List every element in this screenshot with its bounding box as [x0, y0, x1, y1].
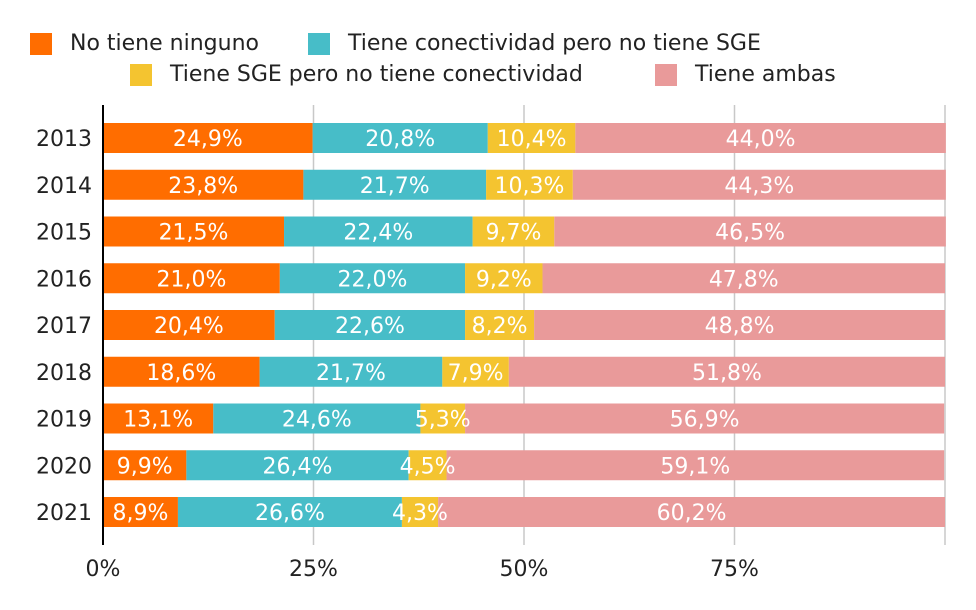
bar-segment	[401, 497, 439, 527]
bar-segment	[259, 356, 443, 387]
legend-swatch	[308, 32, 330, 55]
y-tick-label: 2015	[36, 221, 92, 246]
bar-segment	[103, 450, 187, 481]
bar-segment	[420, 403, 466, 434]
bar-segment	[213, 403, 421, 434]
legend-swatch	[655, 63, 677, 86]
data-label: 44,0%	[726, 127, 796, 152]
bar-segment	[465, 403, 945, 434]
bar-segment	[103, 356, 260, 387]
data-label: 21,7%	[316, 361, 386, 386]
data-label: 20,8%	[365, 127, 435, 152]
y-tick-label: 2020	[36, 454, 92, 479]
legend-item-conectividad-sin-sge: Tiene conectividad pero no tiene SGE	[308, 31, 761, 56]
x-tick-label: 50%	[500, 557, 549, 582]
data-label: 13,1%	[123, 408, 193, 433]
bar-segment	[472, 216, 555, 247]
bar-segment	[534, 310, 945, 340]
y-tick-label: 2016	[36, 267, 92, 292]
data-label: 9,7%	[486, 221, 542, 246]
y-tick-label: 2014	[36, 174, 92, 199]
legend-swatch	[130, 63, 152, 86]
bar-segment	[486, 169, 573, 200]
data-label: 46,5%	[715, 221, 785, 246]
legend-label: Tiene ambas	[695, 62, 836, 87]
bar-segment	[465, 263, 543, 294]
data-label: 8,2%	[472, 314, 528, 339]
bar-segment	[186, 450, 409, 481]
data-label: 24,9%	[173, 127, 243, 152]
data-label: 48,8%	[705, 314, 775, 339]
data-label: 21,7%	[360, 174, 430, 199]
data-label: 44,3%	[724, 174, 794, 199]
legend-label: No tiene ninguno	[70, 31, 259, 56]
data-label: 47,8%	[709, 267, 779, 292]
data-label: 56,9%	[670, 408, 740, 433]
bar-segment	[446, 450, 945, 481]
data-label: 9,2%	[476, 267, 532, 292]
legend-label: Tiene conectividad pero no tiene SGE	[348, 31, 761, 56]
bar-segment	[103, 403, 214, 434]
data-label: 22,4%	[343, 221, 413, 246]
y-tick-label: 2021	[36, 501, 92, 526]
bar-segment	[465, 310, 535, 340]
bar-segment	[177, 497, 402, 527]
data-label: 7,9%	[448, 361, 504, 386]
legend-swatch	[30, 32, 52, 55]
legend-item-sge-sin-conectividad: Tiene SGE pero no tiene conectividad	[130, 62, 583, 87]
y-tick-label: 2018	[36, 361, 92, 386]
data-label: 26,6%	[255, 501, 325, 526]
x-tick-label: 25%	[289, 557, 338, 582]
bar-segment	[572, 169, 946, 200]
bar-segment	[279, 263, 466, 294]
data-label: 21,0%	[156, 267, 226, 292]
data-label: 4,3%	[392, 501, 448, 526]
data-label: 9,9%	[117, 454, 173, 479]
bar-segment	[284, 216, 473, 247]
bar-segment	[103, 169, 304, 200]
data-label: 24,6%	[282, 408, 352, 433]
bar-segment	[274, 310, 466, 340]
data-label: 10,4%	[497, 127, 567, 152]
bar-segment	[442, 356, 509, 387]
bar-segment	[554, 216, 946, 247]
bar-segment	[103, 216, 285, 247]
bar-segment	[303, 169, 487, 200]
data-label: 4,5%	[400, 454, 456, 479]
bar-segment	[575, 123, 946, 153]
bar-segment	[103, 497, 178, 527]
data-label: 5,3%	[415, 408, 471, 433]
bar-segment	[542, 263, 945, 294]
data-label: 51,8%	[692, 361, 762, 386]
data-label: 22,6%	[335, 314, 405, 339]
data-label: 18,6%	[146, 361, 216, 386]
data-label: 8,9%	[113, 501, 169, 526]
data-label: 21,5%	[159, 221, 229, 246]
bar-segment	[103, 263, 280, 294]
data-label: 23,8%	[168, 174, 238, 199]
bar-segment	[487, 123, 576, 153]
legend-label: Tiene SGE pero no tiene conectividad	[170, 62, 583, 87]
bar-segment	[312, 123, 488, 153]
x-tick-label: 75%	[710, 557, 759, 582]
bar-segment	[408, 450, 447, 481]
data-label: 20,4%	[154, 314, 224, 339]
y-tick-label: 2019	[36, 408, 92, 433]
data-label: 59,1%	[660, 454, 730, 479]
bar-segment	[508, 356, 945, 387]
bar-segment	[103, 123, 313, 153]
data-label: 10,3%	[495, 174, 565, 199]
data-label: 22,0%	[337, 267, 407, 292]
legend-item-no-tiene-ninguno: No tiene ninguno	[30, 31, 259, 56]
data-label: 26,4%	[263, 454, 333, 479]
y-tick-label: 2013	[36, 127, 92, 152]
legend-item-tiene-ambas: Tiene ambas	[655, 62, 836, 87]
x-tick-label: 0%	[86, 557, 121, 582]
y-tick-label: 2017	[36, 314, 92, 339]
bar-segment	[438, 497, 945, 527]
data-label: 60,2%	[657, 501, 727, 526]
bar-segment	[103, 310, 275, 340]
